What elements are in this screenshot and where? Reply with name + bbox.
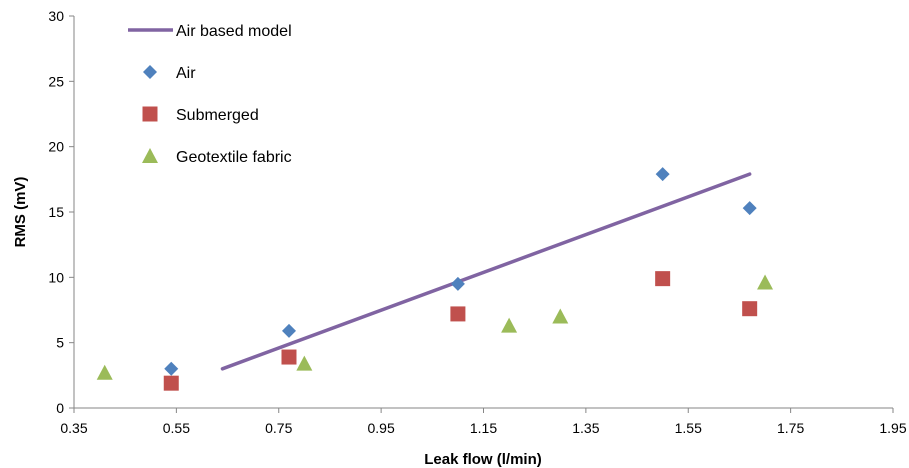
y-tick-label: 15	[48, 204, 64, 220]
legend-item-geotextile-fabric: Geotextile fabric	[142, 148, 292, 166]
legend-item-air-based-model: Air based model	[128, 23, 292, 40]
x-axis-ticks: 0.35 0.55 0.75 0.95 1.15 1.35 1.55 1.75 1.95	[60, 408, 907, 436]
legend-triangle-swatch	[142, 148, 158, 163]
y-tick-label: 25	[48, 73, 64, 89]
square-point	[281, 349, 297, 365]
x-tick-label: 1.75	[777, 420, 804, 436]
legend-square-swatch	[142, 106, 158, 122]
x-axis-title: Leak flow (l/min)	[424, 451, 542, 468]
legend-label: Air	[176, 65, 196, 82]
y-axis-title: RMS (mV)	[12, 177, 29, 248]
legend-item-submerged: Submerged	[142, 106, 259, 124]
diamond-point	[655, 167, 670, 182]
diamond-point	[164, 361, 179, 376]
y-tick-label: 20	[48, 139, 64, 155]
x-tick-label: 1.15	[470, 420, 497, 436]
legend: Air based model Air Submerged Geotextile fa…	[128, 23, 292, 166]
triangle-point	[96, 364, 113, 380]
x-tick-label: 1.55	[675, 420, 702, 436]
series-air-based-model	[220, 172, 752, 371]
y-tick-label: 5	[56, 335, 64, 351]
series-layer	[96, 167, 774, 391]
triangle-point	[757, 274, 774, 290]
square-point	[163, 375, 179, 391]
triangle-point	[296, 355, 313, 371]
model-line	[220, 172, 752, 371]
x-tick-label: 1.95	[879, 420, 906, 436]
triangle-point	[552, 308, 569, 324]
plot-area: 0 5 10 15 20 25 30 0.35 0.55 0.75 0.95 1.15 1.35 1.5…	[48, 8, 906, 436]
diamond-point	[281, 323, 296, 338]
series-submerged	[163, 271, 758, 391]
legend-label: Geotextile fabric	[176, 149, 292, 166]
triangle-point	[501, 317, 518, 333]
y-tick-label: 30	[48, 8, 64, 24]
y-tick-label: 10	[48, 269, 64, 285]
x-tick-label: 0.95	[368, 420, 395, 436]
x-tick-label: 0.55	[163, 420, 190, 436]
series-geotextile-fabric	[96, 274, 774, 380]
diamond-point	[450, 276, 465, 291]
diamond-point	[742, 201, 757, 216]
x-tick-label: 0.35	[60, 420, 87, 436]
square-point	[655, 271, 671, 287]
legend-item-air: Air	[143, 65, 196, 82]
legend-diamond-swatch	[143, 65, 157, 79]
y-axis-ticks: 0 5 10 15 20 25 30	[48, 8, 74, 416]
series-air	[164, 167, 757, 376]
square-point	[450, 306, 466, 322]
y-tick-label: 0	[56, 400, 64, 416]
square-point	[742, 301, 758, 317]
x-tick-label: 0.75	[265, 420, 292, 436]
legend-label: Air based model	[176, 23, 292, 40]
legend-label: Submerged	[176, 107, 259, 124]
x-tick-label: 1.35	[572, 420, 599, 436]
